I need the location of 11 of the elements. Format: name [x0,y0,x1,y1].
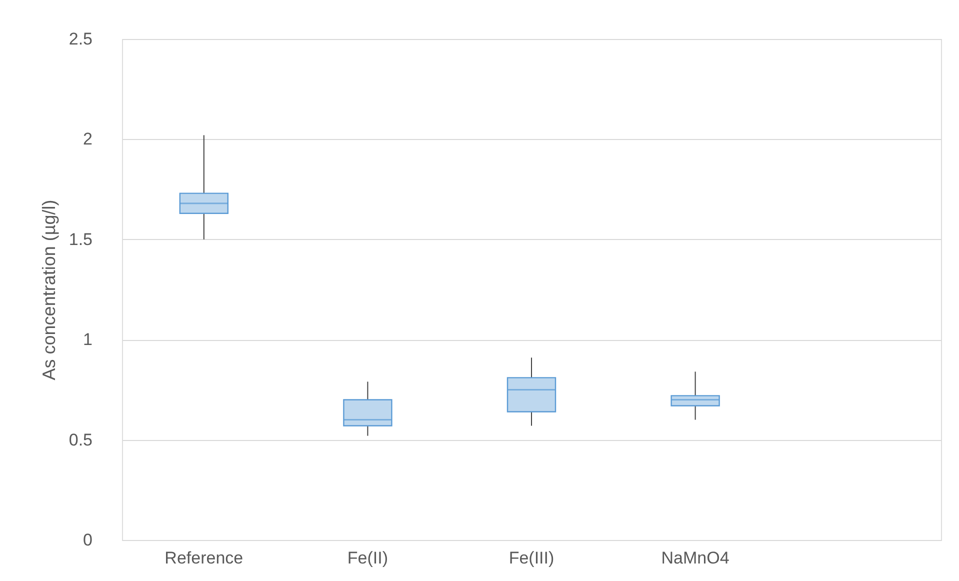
y-tick-label: 0 [83,530,92,550]
x-tick-label: Fe(II) [347,548,388,568]
y-tick-label: 1.5 [68,230,92,249]
y-tick-label: 2 [83,130,92,149]
x-tick-label: Fe(III) [508,548,554,568]
y-tick-label: 0.5 [68,430,92,450]
x-tick-label: Reference [164,548,244,568]
y-tick-label: 1 [83,330,92,350]
x-tick-label: NaMnO4 [661,548,730,568]
y-axis-title: As concentration (µg/l) [38,200,59,380]
y-tick-label: 2.5 [68,30,92,48]
